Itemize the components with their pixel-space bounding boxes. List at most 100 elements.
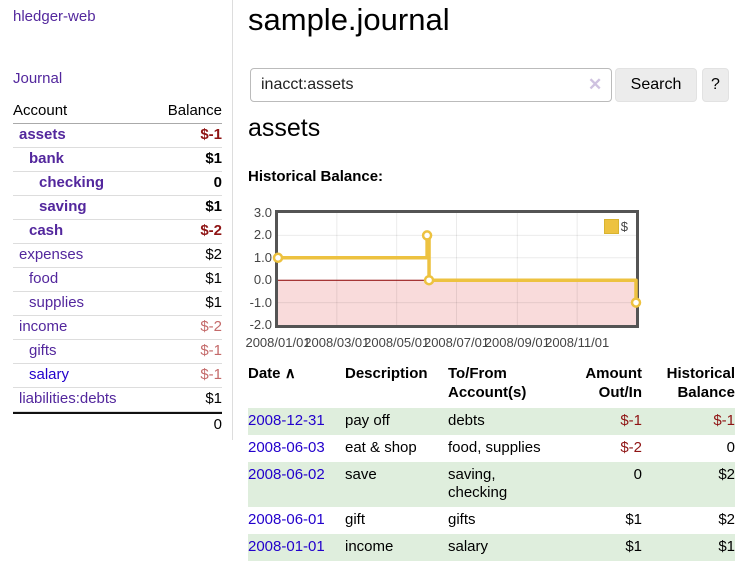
- y-axis-tick-label: 0.0: [253, 272, 272, 288]
- transaction-balance: 0: [726, 439, 735, 456]
- transaction-amount: 0: [633, 466, 642, 483]
- accounts-total-row: 0: [13, 412, 222, 437]
- transaction-description: save: [345, 466, 377, 483]
- account-row: saving $1: [13, 196, 222, 220]
- account-row: supplies $1: [13, 292, 222, 316]
- balance-column-header: Historical Balance: [666, 365, 735, 401]
- account-row: income $-2: [13, 316, 222, 340]
- account-link-bank[interactable]: bank: [29, 150, 65, 167]
- transaction-row: 2008-06-01 gift gifts $1 $2: [248, 507, 735, 534]
- main-content: sample.journal ✕ Search ? assets Histori…: [245, 0, 742, 582]
- historical-balance-chart: $ 3.0 2.0 1.0 0.0 -1.0 -2.0 2008/01/01 2008/03/…: [245, 203, 742, 353]
- account-balance: $-2: [200, 318, 222, 335]
- transaction-amount: $1: [625, 538, 642, 555]
- balance-column-header: Balance: [167, 102, 222, 119]
- account-link-expenses[interactable]: expenses: [19, 246, 84, 263]
- transaction-accounts: salary: [448, 538, 489, 555]
- x-axis-tick-label: 2008/05/01: [364, 335, 430, 350]
- amount-column-header: Amount Out/In: [585, 365, 642, 401]
- transaction-date-link[interactable]: 2008-06-03: [248, 439, 325, 456]
- accounts-table-header: Account Balance: [13, 100, 222, 124]
- transaction-balance: $2: [718, 511, 735, 528]
- chart-plot: $: [272, 210, 642, 328]
- account-link-saving[interactable]: saving: [39, 198, 87, 215]
- account-link-food[interactable]: food: [29, 270, 59, 287]
- accounts-column-header: To/From Account(s): [448, 365, 527, 401]
- transaction-date-link[interactable]: 2008-06-01: [248, 511, 325, 528]
- y-axis-tick-label: 2.0: [253, 227, 272, 243]
- sort-asc-icon: ∧: [284, 365, 296, 382]
- transaction-balance: $-1: [713, 412, 735, 429]
- account-row: salary $-1: [13, 364, 222, 388]
- transaction-accounts: gifts: [448, 511, 476, 528]
- account-row: cash $-2: [13, 220, 222, 244]
- y-axis-tick-label: -2.0: [249, 317, 272, 332]
- transaction-row: 2008-01-01 income salary $1 $1: [248, 534, 735, 561]
- help-button[interactable]: ?: [702, 68, 729, 102]
- account-link-income[interactable]: income: [19, 318, 68, 335]
- register-header-row: Date ∧ Description To/From Account(s) Am…: [248, 358, 735, 408]
- description-column-header: Description: [345, 365, 428, 382]
- transaction-description: income: [345, 538, 394, 555]
- account-row: bank $1: [13, 148, 222, 172]
- search-bar: ✕ Search ?: [250, 68, 742, 104]
- x-axis-tick-label: 2008/01/01: [245, 335, 311, 350]
- x-axis-tick-label: 2008/09/01: [484, 335, 550, 350]
- search-input[interactable]: [250, 68, 612, 102]
- transaction-row: 2008-06-03 eat & shop food, supplies $-2…: [248, 435, 735, 462]
- date-column-header[interactable]: Date ∧: [248, 358, 345, 408]
- sidebar-item-journal[interactable]: Journal: [13, 70, 63, 87]
- transaction-row: 2008-06-02 save saving, checking 0 $2: [248, 462, 735, 507]
- transaction-date-link[interactable]: 2008-06-02: [248, 466, 325, 483]
- x-axis-tick-label: 2008/03/01: [304, 335, 370, 350]
- account-balance: $-1: [200, 342, 222, 359]
- account-balance: $1: [205, 198, 222, 215]
- account-row: food $1: [13, 268, 222, 292]
- y-axis-tick-label: 3.0: [253, 205, 272, 220]
- brand-link[interactable]: hledger-web: [13, 8, 96, 25]
- transaction-date-link[interactable]: 2008-01-01: [248, 538, 325, 555]
- register-table: Date ∧ Description To/From Account(s) Am…: [248, 358, 735, 561]
- chart-legend: $: [601, 218, 630, 235]
- account-link-checking[interactable]: checking: [39, 174, 105, 191]
- sidebar: hledger-web Journal Account Balance asse…: [0, 0, 233, 440]
- clear-search-icon[interactable]: ✕: [588, 75, 603, 94]
- accounts-table: Account Balance assets $-1 bank $1 check…: [13, 100, 222, 437]
- account-link-supplies[interactable]: supplies: [29, 294, 85, 311]
- account-heading: assets: [248, 114, 321, 142]
- transaction-amount: $-2: [620, 439, 642, 456]
- account-balance: $-2: [200, 222, 222, 239]
- account-row: liabilities:debts $1: [13, 388, 222, 412]
- x-axis-tick-label: 2008/07/01: [423, 335, 490, 350]
- account-link-gifts[interactable]: gifts: [29, 342, 57, 359]
- legend-swatch: [603, 219, 619, 234]
- account-row: gifts $-1: [13, 340, 222, 364]
- x-axis-tick-label: 2008/11/01: [545, 335, 610, 350]
- account-link-liabilities-debts[interactable]: liabilities:debts: [19, 390, 117, 407]
- account-link-cash[interactable]: cash: [29, 222, 64, 239]
- transaction-description: pay off: [345, 412, 390, 429]
- page-title: sample.journal: [248, 2, 450, 37]
- transaction-row: 2008-12-31 pay off debts $-1 $-1: [248, 408, 735, 435]
- account-row: expenses $2: [13, 244, 222, 268]
- transaction-accounts: food, supplies: [448, 439, 541, 456]
- transaction-date-link[interactable]: 2008-12-31: [248, 412, 325, 429]
- legend-label: $: [620, 219, 628, 234]
- search-button[interactable]: Search: [615, 68, 697, 102]
- account-balance: 0: [213, 174, 222, 191]
- transaction-balance: $1: [718, 538, 735, 555]
- account-balance: $-1: [200, 126, 222, 143]
- account-link-salary[interactable]: salary: [29, 366, 70, 383]
- transaction-description: eat & shop: [345, 439, 417, 456]
- accounts-total-value: 0: [213, 416, 222, 433]
- account-balance: $1: [205, 294, 222, 311]
- account-row: checking 0: [13, 172, 222, 196]
- account-balance: $-1: [200, 366, 222, 383]
- transaction-amount: $1: [625, 511, 642, 528]
- account-column-header: Account: [13, 102, 68, 119]
- account-balance: $1: [205, 270, 222, 287]
- account-link-assets[interactable]: assets: [19, 126, 66, 143]
- transaction-balance: $2: [718, 466, 735, 483]
- transaction-amount: $-1: [620, 412, 642, 429]
- y-axis-tick-label: 1.0: [253, 249, 272, 265]
